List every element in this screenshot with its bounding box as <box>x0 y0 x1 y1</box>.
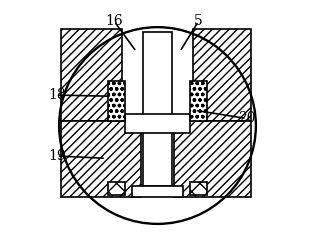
Text: 16: 16 <box>105 14 123 28</box>
Bar <box>125 114 190 132</box>
Bar <box>61 29 122 121</box>
Bar <box>174 121 251 197</box>
Bar <box>190 81 207 121</box>
Bar <box>132 187 183 197</box>
Text: 18: 18 <box>48 88 66 102</box>
Bar <box>61 121 141 197</box>
Bar <box>190 182 207 195</box>
Text: 5: 5 <box>194 14 203 28</box>
Bar <box>108 81 125 121</box>
Bar <box>108 182 125 195</box>
Text: 19: 19 <box>48 149 66 163</box>
Text: 20: 20 <box>238 111 255 126</box>
Bar <box>193 29 251 121</box>
Bar <box>143 32 172 187</box>
